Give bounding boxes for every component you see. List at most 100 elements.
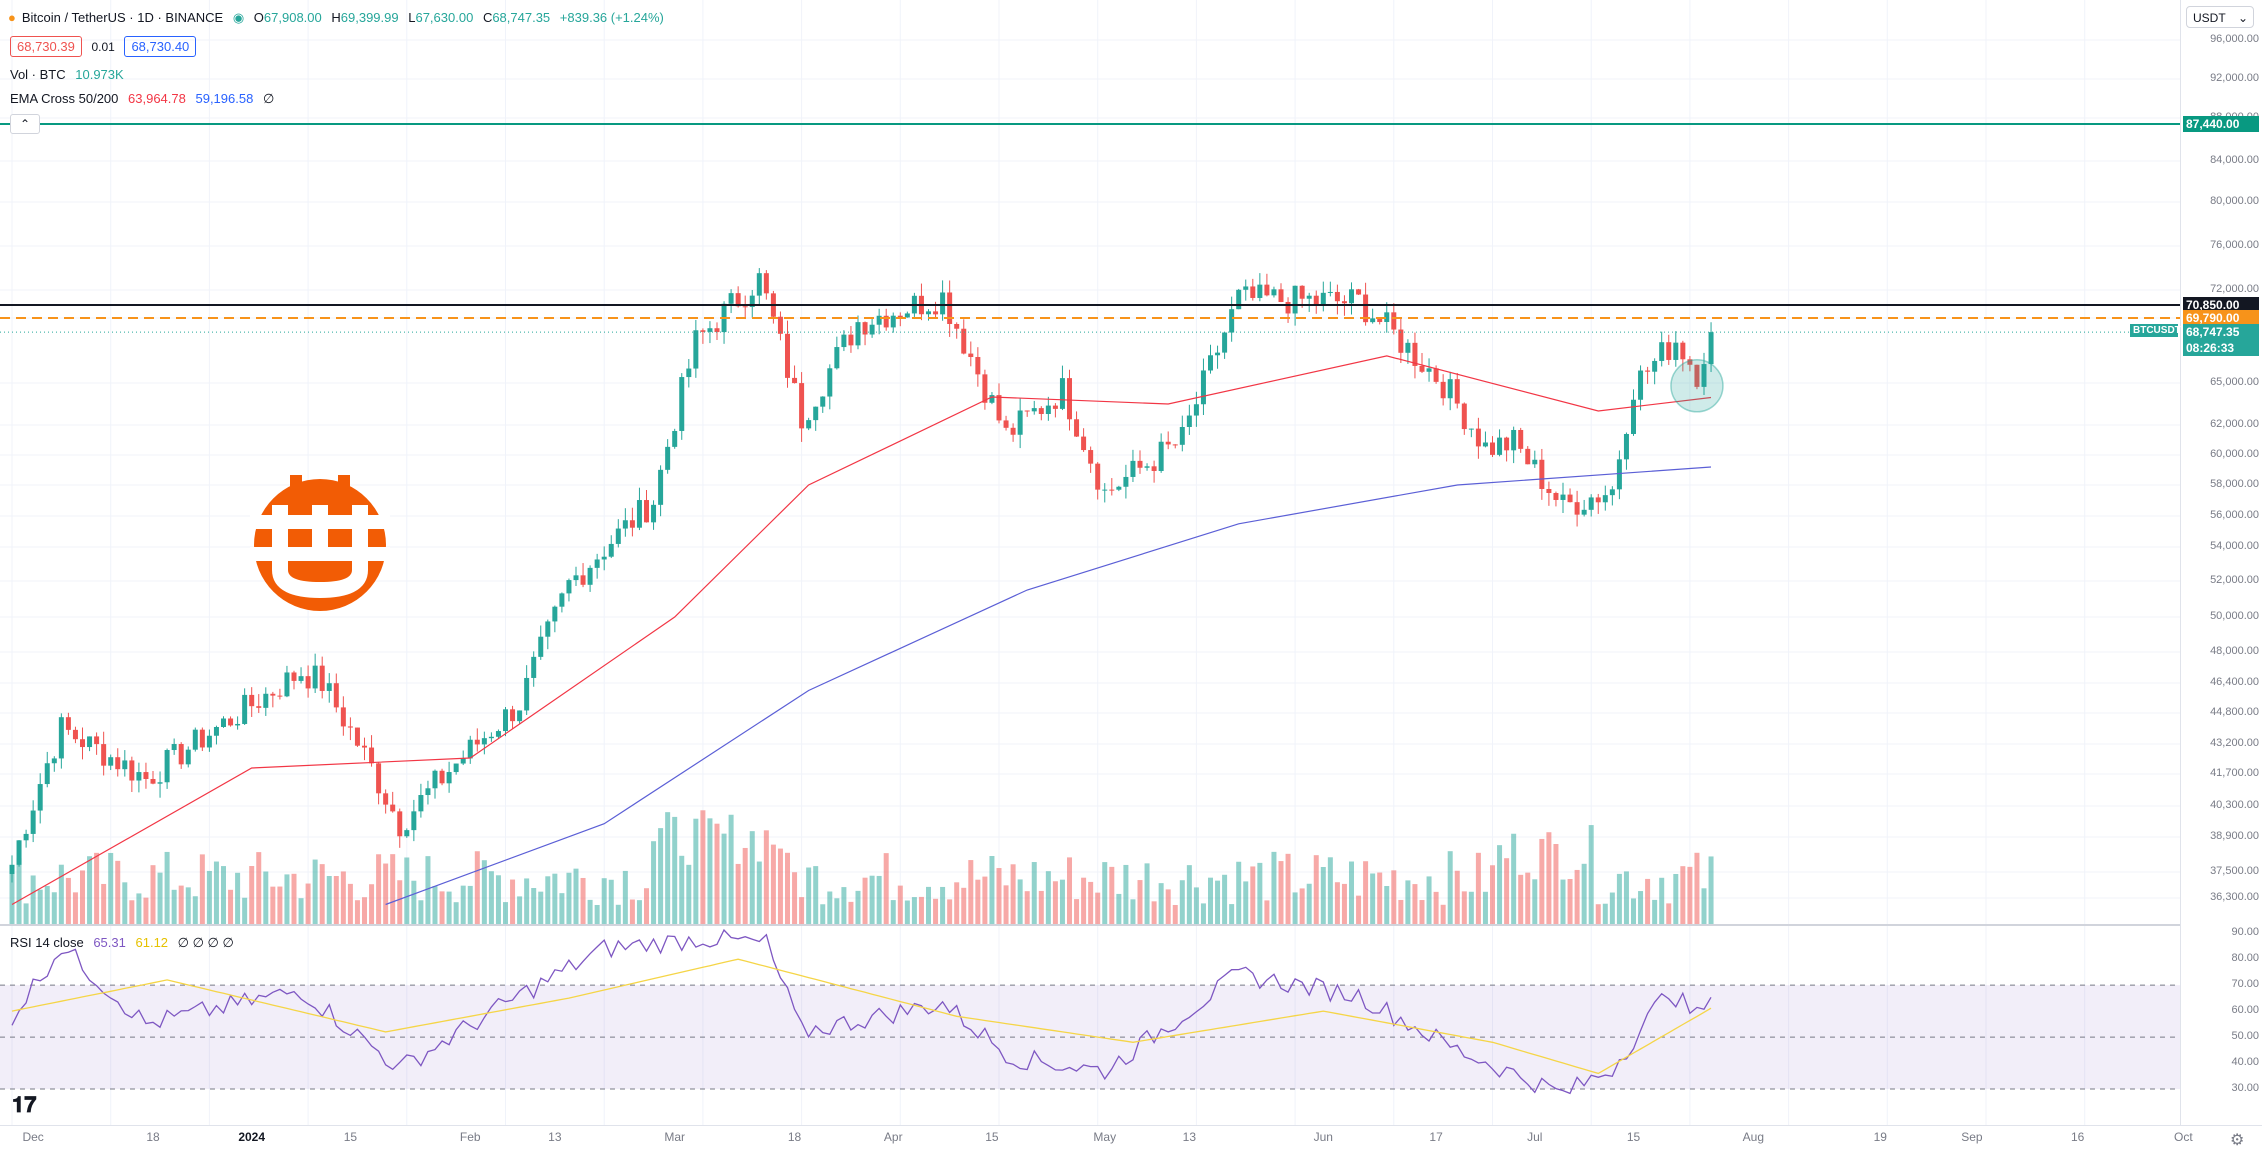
rsi-tick-label: 50.00	[2231, 1030, 2259, 1043]
candle-body	[799, 383, 805, 429]
candle-body	[481, 738, 487, 745]
volume-bar	[876, 875, 882, 925]
time-axis[interactable]	[0, 1125, 2262, 1156]
tradingview-logo-icon[interactable]: 𝟏𝟕	[12, 1092, 37, 1117]
time-tick-label: 13	[1182, 1130, 1197, 1144]
candle-body	[249, 694, 255, 707]
candle-body	[1412, 342, 1418, 366]
volume-bar	[1327, 857, 1333, 925]
volume-bar	[1172, 904, 1178, 925]
volume-bar	[270, 886, 276, 925]
volume-bar	[1356, 895, 1362, 925]
volume-bar	[672, 816, 678, 925]
volume-bar	[686, 864, 692, 925]
volume-bar	[1588, 825, 1594, 925]
candle-body	[122, 760, 128, 770]
volume-bar	[834, 898, 840, 925]
volume-bar	[1447, 851, 1453, 925]
volume-bar	[608, 879, 614, 925]
volume-bar	[1313, 855, 1319, 925]
rsi-legend[interactable]: RSI 14 close 65.31 61.12 ∅ ∅ ∅ ∅	[10, 935, 240, 951]
volume-bar	[9, 864, 15, 925]
price-axis[interactable]: 96,000.0092,000.0088,000.0084,000.0080,0…	[2180, 0, 2262, 1125]
candle-body	[101, 744, 107, 766]
volume-bar	[1137, 880, 1143, 925]
candle-body	[1320, 292, 1326, 305]
volume-legend[interactable]: Vol · BTC 10.973K	[10, 67, 130, 82]
volume-bar	[707, 818, 713, 925]
candle-body	[876, 315, 882, 325]
price-tick-label: 48,000.00	[2210, 645, 2259, 657]
volume-bar	[1052, 881, 1058, 925]
buy-button[interactable]: 68,730.40	[124, 36, 197, 57]
ema-legend[interactable]: EMA Cross 50/200 63,964.78 59,196.58 ∅	[10, 91, 280, 107]
candle-body	[221, 718, 226, 727]
volume-bar	[1553, 844, 1559, 925]
volume-bar	[1652, 899, 1658, 925]
volume-bar	[1200, 903, 1206, 925]
candle-body	[545, 621, 551, 637]
symbol-title[interactable]: Bitcoin / TetherUS · 1D · BINANCE	[21, 10, 224, 25]
volume-bar	[644, 888, 649, 925]
ohlc-high: H69,399.99	[331, 10, 399, 25]
candle-body	[904, 313, 910, 318]
settings-icon[interactable]: ⚙	[2230, 1132, 2245, 1149]
candle-body	[968, 353, 974, 358]
time-tick-label: Dec	[22, 1130, 44, 1144]
currency-selector[interactable]: USDT ⌄	[2186, 6, 2254, 28]
chevron-up-icon[interactable]: ⌃	[10, 114, 40, 134]
volume-bar	[1673, 873, 1679, 925]
volume-bar	[756, 861, 762, 925]
volume-bar	[559, 893, 565, 925]
candle-body	[1673, 342, 1679, 360]
volume-bar	[94, 852, 100, 925]
volume-bar	[1468, 891, 1474, 925]
volume-bar	[16, 858, 22, 925]
candle-body	[813, 406, 819, 421]
candle-body	[1426, 368, 1432, 372]
volume-bar	[1116, 893, 1122, 925]
price-tick-label: 54,000.00	[2210, 540, 2259, 552]
sell-button[interactable]: 68,730.39	[10, 36, 82, 57]
candle-body	[975, 357, 981, 375]
volume-bar	[714, 823, 720, 925]
price-tick-label: 41,700.00	[2210, 767, 2259, 779]
volume-bar	[1285, 853, 1291, 925]
volume-bar	[122, 882, 128, 925]
candle-body	[693, 330, 699, 369]
volume-bar	[1405, 880, 1411, 925]
price-tag-countdown: 08:26:33	[2183, 340, 2259, 357]
candle-body	[1193, 404, 1199, 416]
candle-body	[1701, 364, 1707, 387]
candle-body	[841, 334, 847, 348]
candle-body	[1560, 494, 1566, 500]
candle-body	[587, 567, 593, 585]
candle-body	[1623, 433, 1629, 460]
ohlc-change: +839.36 (+1.24%)	[559, 10, 664, 25]
candle-body	[108, 757, 114, 766]
volume-bar	[1024, 891, 1030, 925]
chart-area[interactable]	[0, 0, 2184, 1125]
candle-body	[1222, 332, 1228, 353]
candle-body	[362, 745, 367, 748]
candle-body	[1123, 476, 1129, 487]
volume-bar	[1123, 864, 1129, 925]
candle-body	[1405, 342, 1411, 353]
volume-bar	[446, 891, 452, 925]
volume-bar	[1208, 877, 1213, 925]
candle-body	[1010, 427, 1016, 435]
candle-body	[517, 710, 523, 722]
volume-bar	[72, 892, 78, 925]
volume-bar	[1497, 845, 1503, 925]
candle-body	[1151, 466, 1157, 471]
volume-bar	[376, 854, 382, 925]
rsi-tick-label: 70.00	[2231, 978, 2259, 991]
volume-bar	[1292, 892, 1298, 925]
candle-body	[1595, 497, 1601, 503]
volume-bar	[1334, 882, 1340, 925]
candle-body	[1243, 286, 1249, 290]
candle-body	[1250, 286, 1256, 298]
price-tick-label: 96,000.00	[2210, 33, 2259, 45]
candle-body	[390, 804, 396, 812]
candle-body	[855, 322, 861, 346]
